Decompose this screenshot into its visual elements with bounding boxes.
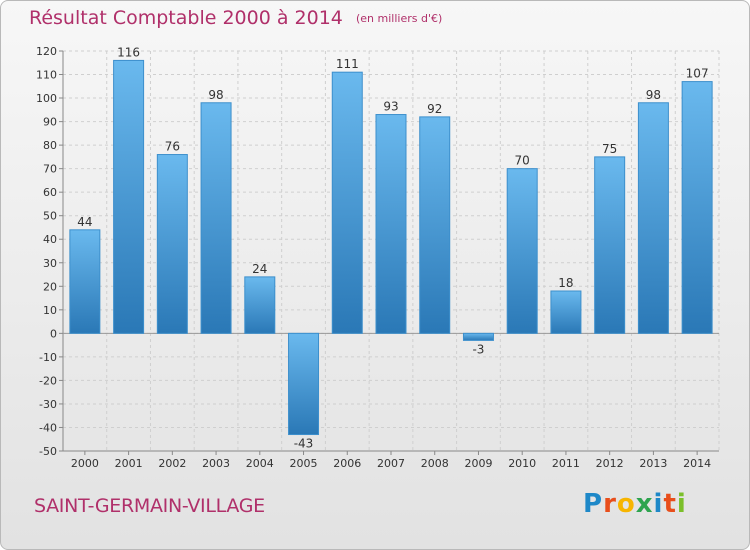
bar-2001: [113, 59, 145, 334]
x-tick-label-2002: 2002: [158, 457, 186, 470]
x-tick-label-2006: 2006: [333, 457, 361, 470]
bar-2005: [288, 332, 320, 436]
data-label-2004: 24: [252, 262, 267, 276]
y-tick-label: 90: [43, 116, 57, 129]
y-tick-label: 60: [43, 186, 57, 199]
proxiti-logo: Proxiti: [583, 489, 687, 519]
logo-letter: x: [635, 489, 654, 519]
x-tick-label-2001: 2001: [115, 457, 143, 470]
bar-2002: [156, 154, 188, 334]
logo-letter: P: [583, 489, 604, 519]
bar-2008: [419, 116, 451, 334]
y-tick-label: -30: [39, 398, 57, 411]
y-tick-label: 40: [43, 233, 57, 246]
logo-letter: r: [603, 489, 617, 519]
title-row: Résultat Comptable 2000 à 2014 (en milli…: [29, 7, 442, 29]
bar-2012: [594, 156, 626, 334]
data-label-2012: 75: [602, 142, 617, 156]
logo-letter: i: [653, 489, 664, 519]
x-tick-label-2008: 2008: [421, 457, 449, 470]
bar-2011: [550, 290, 582, 334]
place-name: SAINT-GERMAIN-VILLAGE: [34, 495, 265, 517]
bar-2007: [375, 114, 407, 334]
x-tick-label-2003: 2003: [202, 457, 230, 470]
bar-2009: [462, 332, 494, 341]
data-label-2000: 44: [77, 215, 92, 229]
data-label-2003: 98: [208, 88, 223, 102]
y-tick-label: -40: [39, 421, 57, 434]
x-tick-label-2013: 2013: [639, 457, 667, 470]
data-label-2001: 116: [117, 45, 140, 59]
logo-letter: t: [663, 489, 677, 519]
y-tick-label: 80: [43, 139, 57, 152]
x-tick-label-2011: 2011: [552, 457, 580, 470]
bars: [69, 59, 713, 436]
data-label-2006: 111: [336, 57, 359, 71]
y-tick-label: -50: [39, 445, 57, 458]
y-tick-label: -20: [39, 374, 57, 387]
bar-2013: [637, 102, 669, 334]
y-tick-labels: -50 -40 -30 -20 -10 0 10 20 30 40 50 60 70 80 90 100 110…: [36, 45, 57, 458]
x-tick-label-2005: 2005: [290, 457, 318, 470]
x-tick-label-2000: 2000: [71, 457, 99, 470]
x-tick-label-2010: 2010: [508, 457, 536, 470]
data-label-2014: 107: [686, 67, 709, 81]
x-tick-label-2004: 2004: [246, 457, 274, 470]
bar-2010: [506, 168, 538, 334]
x-tick-label-2007: 2007: [377, 457, 405, 470]
data-label-2011: 18: [558, 276, 573, 290]
x-tick-label-2009: 2009: [464, 457, 492, 470]
data-labels: 44 116 76 98 24 -43 111 93 92 -3 70 18 75 98 107: [77, 45, 708, 450]
data-label-2008: 92: [427, 102, 442, 116]
y-tick-label: 20: [43, 280, 57, 293]
data-label-2005: -43: [294, 437, 314, 451]
data-label-2007: 93: [383, 100, 398, 114]
y-tick-label: 120: [36, 45, 57, 58]
logo-letter: i: [676, 489, 687, 519]
y-tick-label: 10: [43, 304, 57, 317]
bar-2004: [244, 276, 276, 334]
data-label-2010: 70: [515, 154, 530, 168]
data-label-2009: -3: [472, 342, 484, 356]
y-tick-label: 30: [43, 257, 57, 270]
y-tick-label: -10: [39, 351, 57, 364]
y-tick-label: 0: [50, 327, 57, 340]
y-tick-label: 50: [43, 210, 57, 223]
x-tick-label-2014: 2014: [683, 457, 711, 470]
y-tick-label: 100: [36, 92, 57, 105]
bar-2014: [681, 81, 713, 334]
bar-2003: [200, 102, 232, 334]
y-tick-label: 70: [43, 163, 57, 176]
bar-2006: [331, 71, 363, 334]
data-label-2013: 98: [646, 88, 661, 102]
x-tick-labels: 2000 2001 2002 2003 2004 2005 2006 2007 2008 2009…: [71, 457, 711, 470]
x-tick-label-2012: 2012: [596, 457, 624, 470]
chart-title: Résultat Comptable 2000 à 2014: [29, 7, 343, 29]
chart-subtitle: (en milliers d'€): [355, 12, 443, 25]
data-label-2002: 76: [165, 140, 180, 154]
logo-letter: o: [616, 489, 636, 519]
y-tick-label: 110: [36, 69, 57, 82]
bar-2000: [69, 229, 101, 334]
